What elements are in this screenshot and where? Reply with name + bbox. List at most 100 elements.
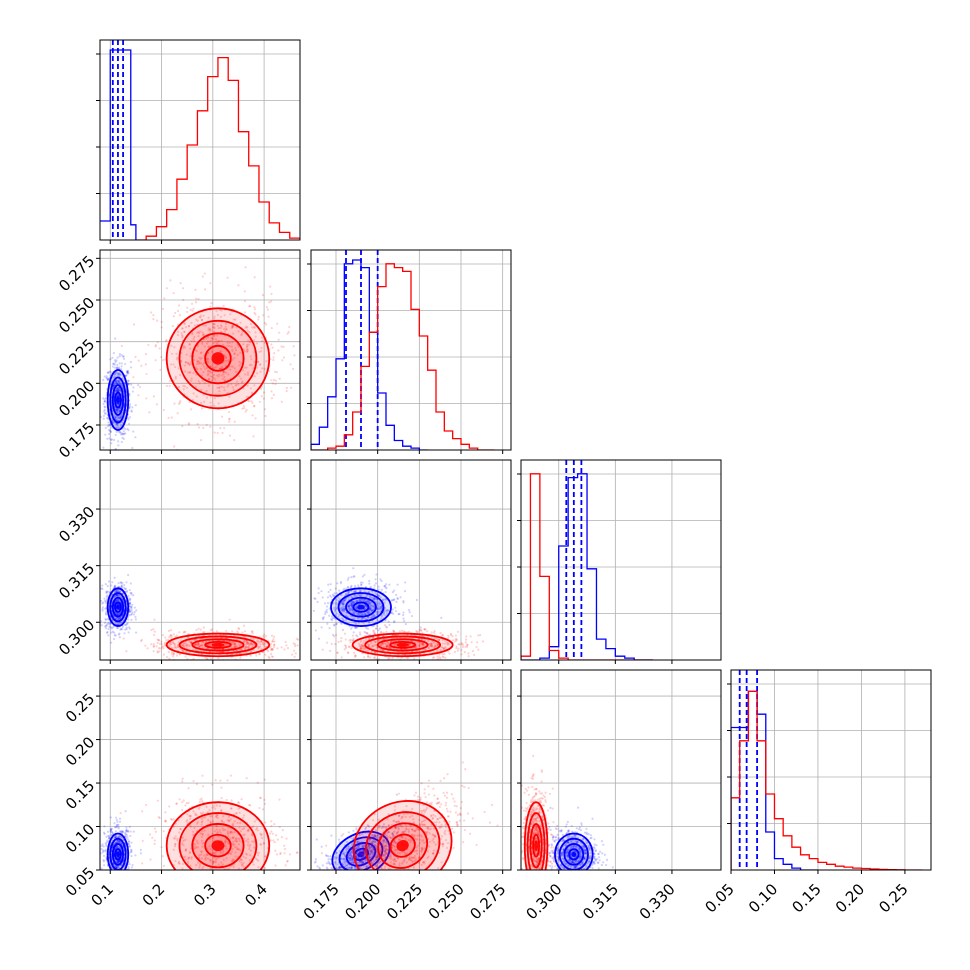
scatter-point (383, 612, 386, 615)
scatter-point (441, 638, 444, 642)
scatter-point (117, 860, 120, 863)
scatter-point (192, 337, 195, 341)
scatter-point (104, 602, 107, 605)
scatter-point (179, 281, 182, 285)
scatter-point (387, 620, 390, 623)
scatter-point (465, 635, 468, 638)
scatter-point (120, 830, 123, 833)
scatter-point (152, 395, 155, 398)
scatter-point (167, 416, 170, 420)
scatter-point (193, 335, 196, 339)
scatter-point (216, 386, 219, 390)
scatter-point (123, 432, 126, 435)
scatter-point (361, 613, 364, 616)
scatter-point (433, 631, 436, 634)
scatter-point (103, 825, 106, 828)
scatter-point (102, 402, 105, 405)
scatter-point (358, 644, 361, 647)
scatter-point (103, 400, 106, 403)
scatter-point (122, 637, 125, 640)
scatter-point (339, 580, 343, 584)
scatter-point (117, 440, 120, 443)
scatter-point (415, 631, 418, 634)
scatter-point (131, 390, 135, 393)
scatter-point (223, 375, 226, 379)
scatter-point (161, 307, 165, 311)
scatter-point (479, 633, 482, 637)
scatter-point (239, 377, 243, 380)
scatter-point (347, 590, 350, 593)
scatter-point (394, 606, 397, 609)
scatter-point (127, 594, 130, 598)
scatter-point (184, 630, 187, 633)
scatter-point (205, 366, 209, 370)
scatter-point (117, 380, 120, 383)
scatter-point (200, 367, 203, 371)
scatter-point (138, 385, 142, 389)
scatter-point (116, 356, 119, 359)
scatter-point (122, 878, 124, 880)
scatter-point (110, 641, 113, 644)
scatter-point (130, 591, 133, 595)
scatter-point (130, 409, 133, 412)
scatter-point (337, 596, 340, 599)
scatter-point (244, 647, 247, 650)
scatter-point (375, 598, 378, 601)
scatter-point (195, 628, 198, 632)
histogram-blue (521, 473, 654, 660)
scatter-point (121, 830, 124, 833)
scatter-point (269, 652, 273, 656)
panel-frame (310, 459, 512, 661)
scatter-point (129, 582, 132, 585)
scatter-point (118, 612, 121, 615)
scatter-point (117, 618, 120, 621)
scatter-point (176, 645, 180, 648)
scatter-point (218, 308, 222, 312)
scatter-point (251, 642, 254, 645)
scatter-point (184, 361, 187, 364)
scatter-point (210, 665, 212, 667)
scatter-point (278, 331, 281, 334)
scatter-point (221, 431, 224, 435)
scatter-point (177, 641, 180, 644)
scatter-point (125, 628, 128, 631)
scatter-point (268, 656, 271, 660)
scatter-point (134, 615, 137, 618)
scatter-point (111, 419, 114, 422)
scatter-point (207, 361, 210, 364)
scatter-point (243, 640, 246, 643)
scatter-point (249, 654, 252, 657)
scatter-point (203, 345, 206, 348)
scatter-point (130, 605, 133, 608)
scatter-point (336, 651, 339, 654)
scatter-point (422, 648, 425, 651)
scatter-point (130, 849, 133, 852)
scatter-point (252, 338, 256, 342)
scatter-point (123, 832, 127, 835)
scatter-point (255, 654, 258, 657)
scatter-point (116, 823, 119, 827)
scatter-point (350, 600, 353, 603)
scatter-point (126, 370, 129, 373)
scatter-point (120, 415, 123, 418)
scatter-point (189, 354, 192, 358)
scatter-point (421, 642, 424, 645)
scatter-point (342, 588, 345, 591)
scatter-point (118, 599, 121, 603)
scatter-point (447, 634, 450, 637)
scatter-point (360, 647, 363, 650)
scatter-point (246, 373, 250, 376)
scatter-point (129, 880, 131, 882)
scatter-point (275, 371, 278, 374)
scatter-point (113, 871, 115, 873)
scatter-point (113, 474, 115, 476)
scatter-point (265, 306, 269, 309)
scatter-point (187, 362, 190, 365)
scatter-point (115, 389, 118, 392)
scatter-point (110, 627, 113, 630)
scatter-point (108, 835, 111, 838)
scatter-point (118, 817, 122, 820)
scatter-point (351, 625, 354, 628)
scatter-point (204, 367, 207, 370)
scatter-point (368, 602, 372, 605)
